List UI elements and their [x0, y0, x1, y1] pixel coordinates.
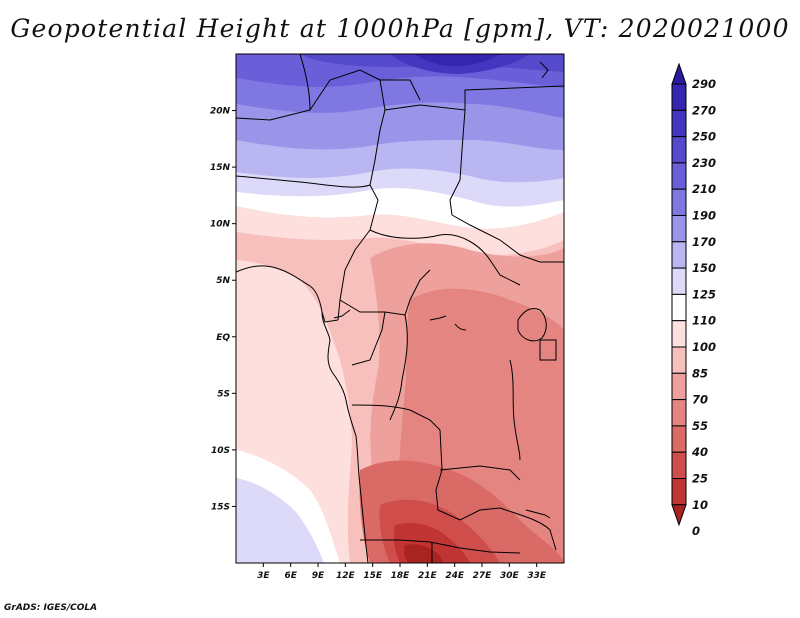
- colorbar-swatch: [671, 346, 687, 374]
- longitude-ticks: 3E 6E 9E 12E 15E 18E 21E 24E 27E 30E 33E: [257, 563, 547, 581]
- lat-tick-label: 5N: [216, 276, 230, 286]
- colorbar-swatch: [671, 267, 687, 295]
- colorbar-swatch: [671, 215, 687, 243]
- colorbar-label: 150: [692, 261, 716, 275]
- lon-tick-label: 27E: [473, 571, 493, 581]
- colorbar-label: 230: [692, 156, 716, 170]
- colorbar-label: 190: [692, 209, 716, 223]
- colorbar-label: 250: [692, 130, 716, 144]
- colorbar-label: 55: [692, 419, 708, 433]
- colorbar-label: 10: [692, 498, 708, 512]
- lat-tick-label: 15S: [211, 502, 230, 512]
- latitude-ticks: 20N 15N 10N 5N EQ 5S 10S 15S: [210, 107, 236, 512]
- colorbar-swatch: [671, 188, 687, 216]
- colorbar-swatch: [671, 425, 687, 453]
- lon-tick-label: 30E: [500, 571, 520, 581]
- colorbar-swatch: [671, 109, 687, 138]
- lat-tick-label: 5S: [217, 389, 230, 399]
- colorbar-swatch: [671, 372, 687, 401]
- colorbar: 2902702502302101901701501251101008570554…: [671, 62, 716, 538]
- lon-tick-label: 21E: [418, 571, 438, 581]
- lat-tick-label: 10N: [210, 220, 231, 230]
- lon-tick-label: 24E: [445, 571, 465, 581]
- colorbar-swatch: [671, 162, 687, 190]
- colorbar-label: 85: [692, 366, 708, 380]
- colorbar-label: 125: [692, 287, 716, 301]
- colorbar-swatch: [671, 83, 687, 111]
- colorbar-label: 290: [692, 77, 716, 91]
- coastlines-and-borders: [236, 54, 564, 563]
- colorbar-swatch: [671, 399, 687, 427]
- colorbar-label: 25: [692, 472, 708, 486]
- colorbar-label: 70: [692, 393, 708, 407]
- lon-tick-label: 3E: [257, 571, 270, 581]
- lat-tick-label: 10S: [211, 446, 230, 456]
- colorbar-label: 170: [692, 235, 716, 249]
- colorbar-swatch: [671, 451, 687, 480]
- colorbar-label: 110: [692, 314, 716, 328]
- lat-tick-label: 20N: [210, 107, 231, 117]
- colorbar-swatch: [671, 320, 687, 348]
- lon-tick-label: 12E: [336, 571, 356, 581]
- map-title: Geopotential Height at 1000hPa [gpm], VT…: [10, 14, 790, 43]
- lat-tick-label: 15N: [210, 163, 231, 173]
- colorbar-swatch: [671, 478, 687, 506]
- colorbar-bottom-arrow: [671, 504, 687, 527]
- colorbar-label: 270: [692, 103, 716, 117]
- colorbar-label: 40: [691, 445, 708, 459]
- grads-credit: GrADS: IGES/COLA: [4, 603, 98, 613]
- colorbar-label: 0: [692, 524, 700, 538]
- colorbar-label: 100: [692, 340, 716, 354]
- lon-tick-label: 15E: [363, 571, 383, 581]
- colorbar-label: 210: [692, 182, 716, 196]
- height-field: [236, 54, 564, 563]
- lon-tick-label: 9E: [312, 571, 325, 581]
- lon-tick-label: 33E: [527, 571, 547, 581]
- colorbar-top-arrow: [671, 62, 687, 85]
- lon-tick-label: 6E: [284, 571, 297, 581]
- colorbar-swatch: [671, 136, 687, 164]
- colorbar-swatch: [671, 241, 687, 269]
- lon-tick-label: 18E: [391, 571, 411, 581]
- colorbar-swatch: [671, 293, 687, 322]
- lat-tick-label: EQ: [216, 333, 230, 343]
